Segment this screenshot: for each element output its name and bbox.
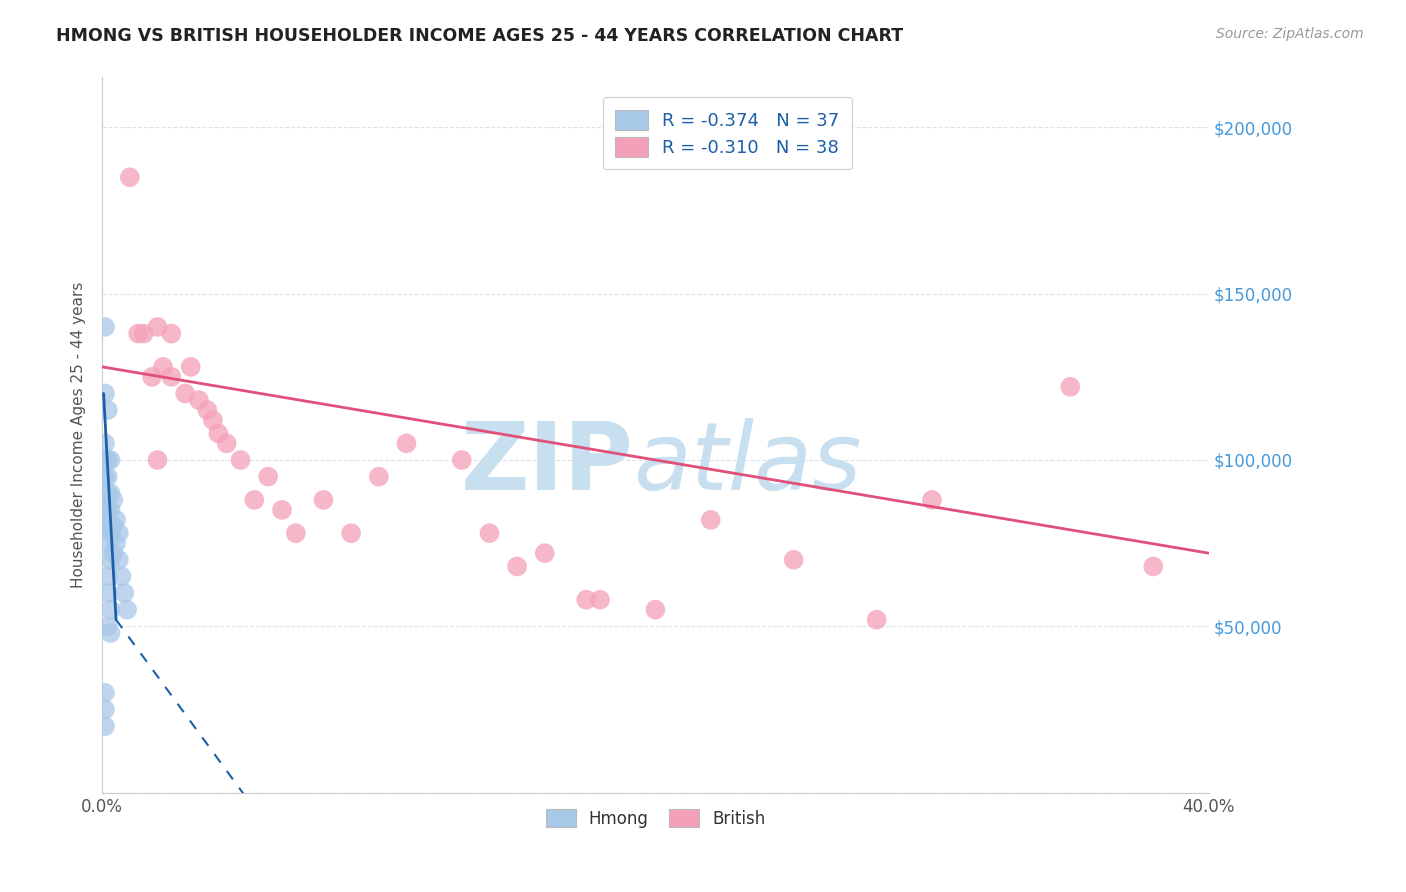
Point [152, 359, 174, 374]
Point [575, 592, 598, 607]
Point [94, 519, 117, 533]
Point [132, 326, 155, 341]
Point [100, 503, 122, 517]
Point [94, 453, 117, 467]
Point [115, 603, 138, 617]
Point [97, 453, 120, 467]
Point [100, 626, 122, 640]
Point [195, 403, 218, 417]
Point [312, 492, 335, 507]
Point [97, 403, 120, 417]
Point [644, 603, 666, 617]
Point [94, 702, 117, 716]
Point [146, 453, 169, 467]
Y-axis label: Householder Income Ages 25 - 44 years: Householder Income Ages 25 - 44 years [72, 282, 86, 588]
Point [506, 559, 529, 574]
Point [243, 492, 266, 507]
Point [450, 453, 472, 467]
Point [97, 536, 120, 550]
Point [699, 513, 721, 527]
Point [118, 170, 141, 185]
Point [146, 320, 169, 334]
Point [284, 526, 307, 541]
Point [97, 569, 120, 583]
Point [94, 320, 117, 334]
Point [271, 503, 294, 517]
Point [105, 536, 128, 550]
Point [100, 486, 122, 500]
Point [783, 553, 806, 567]
Point [1142, 559, 1164, 574]
Point [141, 369, 163, 384]
Point [94, 503, 117, 517]
Point [110, 569, 132, 583]
Point [100, 603, 122, 617]
Point [100, 553, 122, 567]
Text: HMONG VS BRITISH HOUSEHOLDER INCOME AGES 25 - 44 YEARS CORRELATION CHART: HMONG VS BRITISH HOUSEHOLDER INCOME AGES… [56, 27, 904, 45]
Point [97, 486, 120, 500]
Text: Source: ZipAtlas.com: Source: ZipAtlas.com [1216, 27, 1364, 41]
Point [478, 526, 501, 541]
Point [215, 436, 238, 450]
Text: ZIP: ZIP [460, 417, 633, 509]
Point [103, 519, 125, 533]
Point [257, 469, 280, 483]
Point [94, 719, 117, 733]
Point [94, 436, 117, 450]
Point [201, 413, 224, 427]
Point [97, 503, 120, 517]
Point [533, 546, 555, 560]
Point [97, 619, 120, 633]
Point [94, 386, 117, 401]
Point [188, 393, 211, 408]
Point [94, 469, 117, 483]
Point [100, 526, 122, 541]
Point [866, 613, 889, 627]
Point [97, 519, 120, 533]
Point [105, 513, 128, 527]
Point [112, 586, 135, 600]
Point [340, 526, 363, 541]
Point [127, 326, 149, 341]
Point [160, 369, 183, 384]
Point [921, 492, 943, 507]
Point [1059, 380, 1081, 394]
Point [174, 386, 197, 401]
Text: atlas: atlas [633, 418, 862, 509]
Point [97, 586, 120, 600]
Point [108, 553, 131, 567]
Point [97, 469, 120, 483]
Point [229, 453, 252, 467]
Point [367, 469, 389, 483]
Point [395, 436, 418, 450]
Point [180, 359, 202, 374]
Point [103, 492, 125, 507]
Point [103, 546, 125, 560]
Point [207, 426, 229, 441]
Legend: Hmong, British: Hmong, British [538, 803, 772, 834]
Point [94, 686, 117, 700]
Point [108, 526, 131, 541]
Point [160, 326, 183, 341]
Point [100, 453, 122, 467]
Point [589, 592, 612, 607]
